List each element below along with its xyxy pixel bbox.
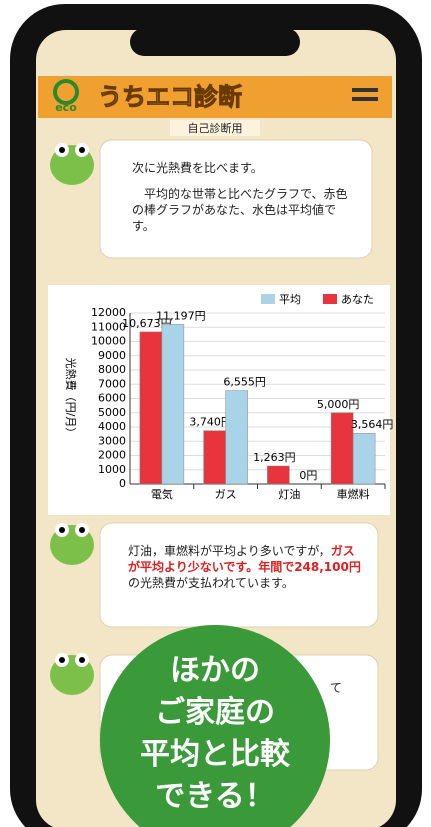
badge-line: 平均と比較 — [140, 737, 290, 772]
bubble-text: 灯油，車燃料が平均より多いですが，ガスが平均より少ないです。年間で248,100… — [128, 543, 363, 591]
y-tick-label: 7000 — [98, 377, 126, 390]
text-line: 次に光熱費を比べます。 — [132, 161, 263, 175]
text-line: 平均的な世帯と比べたグラフで、赤色の棒グラフがあなた、水色は平均値です。 — [132, 187, 348, 233]
y-tick-label: 8000 — [98, 363, 126, 376]
notch — [130, 28, 300, 56]
badge-line: ほかの — [170, 653, 260, 688]
text-segment: ガスが平均より少ないです。 — [128, 544, 355, 574]
badge-text: ほかのご家庭の平均と比較できる！ — [100, 650, 330, 818]
bar — [267, 465, 290, 485]
value-label: 0円 — [299, 469, 317, 482]
subtitle-bg — [170, 120, 260, 136]
y-tick-label: 2000 — [98, 449, 126, 462]
subtitle: 自己診断用 — [188, 121, 243, 135]
text-segment: 年間で248,100円 — [258, 560, 361, 574]
menu-icon[interactable] — [352, 97, 378, 101]
bar — [139, 331, 163, 485]
bar — [330, 412, 354, 485]
text-segment: 灯油，車燃料が平均より多いですが， — [128, 544, 331, 558]
y-tick-label: 9000 — [98, 349, 126, 362]
legend-swatch — [323, 294, 337, 304]
value-label: 3,564円 — [351, 418, 394, 431]
frog — [50, 143, 94, 185]
y-tick-label: 6000 — [98, 392, 126, 405]
value-label: 11,197円 — [156, 309, 206, 322]
y-tick-label: 11000 — [91, 320, 126, 333]
bubble-text: 次に光熱費を比べます。 平均的な世帯と比べたグラフで、赤色の棒グラフがあなた、水… — [132, 160, 357, 234]
legend-label: あなた — [341, 293, 374, 306]
bubble — [99, 522, 379, 628]
x-tick-label: 灯油 — [278, 487, 300, 501]
bar — [203, 430, 226, 485]
legend-label: 平均 — [279, 293, 301, 306]
value-label: 3,740円 — [189, 416, 232, 429]
header-bar — [38, 76, 392, 118]
logo-lens — [53, 79, 79, 105]
legend-swatch — [261, 294, 275, 304]
y-tick-label: 3000 — [98, 434, 126, 447]
value-label: 5,000円 — [317, 398, 360, 411]
y-axis-label: 光熱費（円/月） — [64, 358, 78, 439]
x-tick-label: ガス — [215, 488, 237, 501]
y-tick-label: 12000 — [91, 306, 126, 319]
x-tick-label: 車燃料 — [337, 487, 370, 501]
app-title: うちエコ診断 — [98, 83, 242, 111]
bar — [352, 432, 376, 485]
y-tick-label: 10000 — [91, 335, 126, 348]
logo: eco — [55, 101, 77, 114]
frog — [50, 523, 94, 565]
y-tick-label: 1000 — [98, 463, 126, 476]
frog — [50, 653, 94, 695]
menu-icon[interactable] — [352, 88, 378, 92]
badge-circle — [100, 625, 330, 827]
bubble-text: て — [330, 681, 343, 695]
y-tick-label: 0 — [119, 477, 126, 490]
value-label: 1,263円 — [253, 451, 296, 464]
badge-line: ご家庭の — [155, 695, 275, 730]
value-label: 10,673円 — [122, 317, 172, 330]
text-segment: の光熱費が支払われています。 — [128, 576, 294, 590]
badge-line: できる！ — [155, 779, 275, 814]
bar — [225, 390, 248, 485]
x-tick-label: 電気 — [151, 487, 173, 501]
bar — [161, 324, 185, 485]
bubble — [99, 139, 373, 259]
value-label: 6,555円 — [223, 376, 266, 389]
y-tick-label: 4000 — [98, 420, 126, 433]
y-tick-label: 5000 — [98, 406, 126, 419]
